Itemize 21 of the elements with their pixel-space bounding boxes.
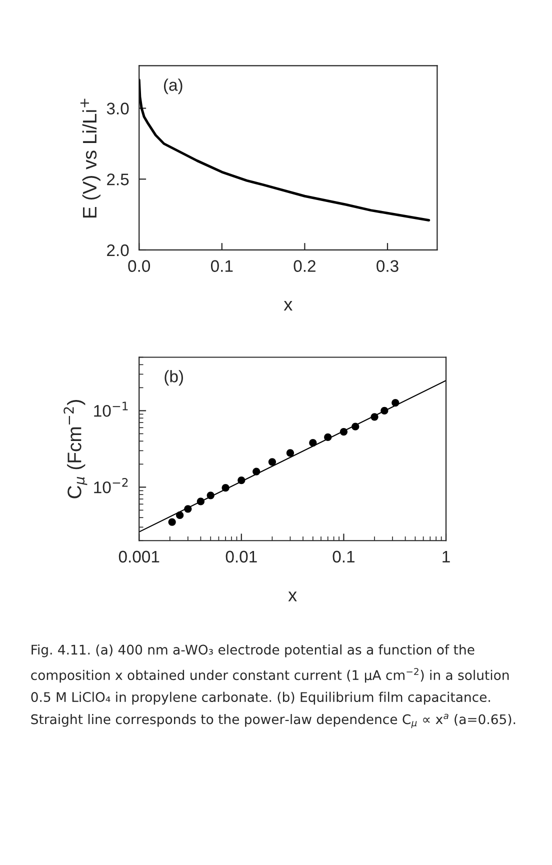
y-tick-label: 2.0 [107, 244, 129, 256]
text: Fig. 4.11. (a) 400 nm a-WO₃ electrode potential as a function of the composition x obtained under constant current (1 µA cm$^{−2}$) in a solution 0.5 M LiClO₄ in propylene carbonate. (b) Equilibrium film capacitance. Straight line corresponds to the power-law dependence C$_{µ}$ ∝ x$^{a}$ (a=0.65). [31, 644, 516, 728]
x-axis-title: x [288, 592, 297, 602]
x-tick-label: 0.0 [128, 260, 150, 272]
x-tick-label: 0.1 [210, 260, 233, 272]
y-tick-label: 10$^{−1}$ [94, 402, 128, 417]
x-tick-label: 0.1 [332, 550, 354, 563]
annotation: (a) [164, 78, 182, 94]
x-tick-label: 0.001 [118, 550, 160, 563]
y-axis-title: C$_{µ}$ (Fcm$^{−2}$) [64, 400, 88, 498]
y-tick-label: 2.5 [107, 174, 129, 186]
line-series [139, 78, 430, 222]
annotation: (b) [164, 370, 183, 386]
x-tick-label: 1 [442, 550, 450, 562]
x-tick-label: 0.3 [376, 260, 398, 272]
y-tick-label: 10$^{−2}$ [94, 478, 128, 494]
x-tick-label: 0.01 [226, 550, 257, 563]
y-axis-title: E (V) vs Li/Li$^{+}$ [80, 98, 100, 218]
y-tick-label: 3.0 [106, 102, 129, 114]
x-tick-label: 0.2 [294, 260, 316, 272]
x-axis-title: x [284, 301, 292, 311]
